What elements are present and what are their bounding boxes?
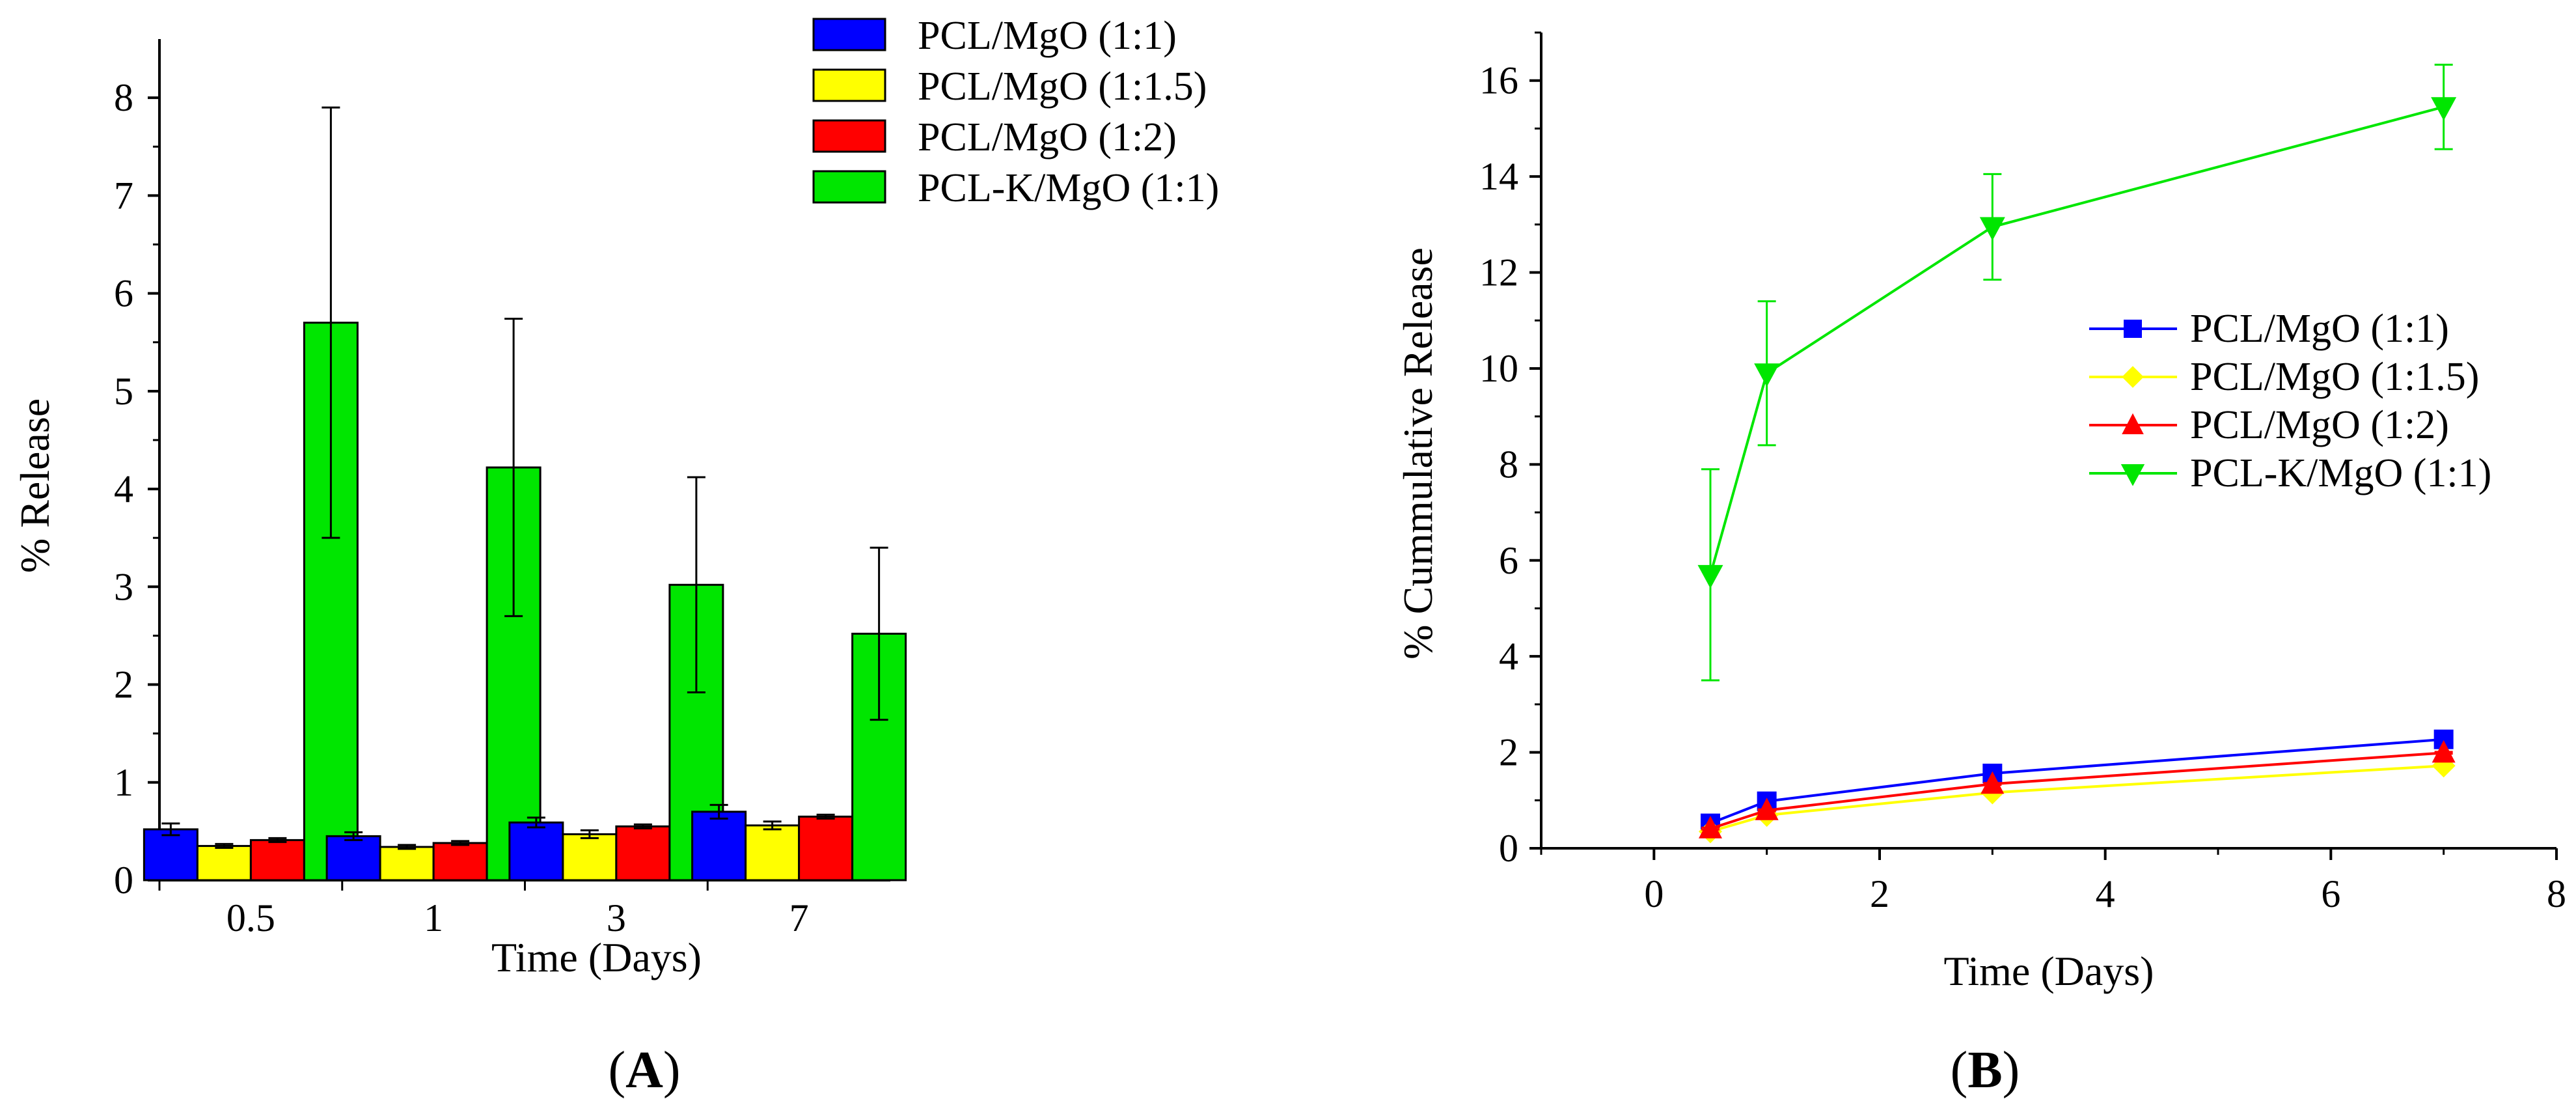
x-tick-label: 2 xyxy=(1870,872,1889,915)
panel-label-letter: A xyxy=(625,1042,663,1099)
panel-label-open-paren: ( xyxy=(1951,1042,1968,1099)
panel-label-open-paren: ( xyxy=(608,1042,625,1099)
legend-label: PCL/MgO (1:1.5) xyxy=(2190,355,2479,399)
x-tick-label: 6 xyxy=(2321,872,2340,915)
y-axis-title: % Release xyxy=(12,398,58,573)
y-tick-label: 3 xyxy=(114,565,133,608)
series-line xyxy=(1709,105,2445,576)
marker-triangle-down xyxy=(1754,363,1780,387)
y-tick-label: 1 xyxy=(114,761,133,804)
legend-swatch xyxy=(812,18,886,51)
y-tick-label: 12 xyxy=(1479,251,1518,294)
x-tick-label: 7 xyxy=(789,896,809,939)
y-tick-label: 8 xyxy=(1499,443,1518,486)
y-tick-label: 2 xyxy=(114,663,133,706)
y-tick-label: 6 xyxy=(114,272,133,315)
legend-label: PCL/MgO (1:1.5) xyxy=(918,64,1207,109)
bar xyxy=(249,839,305,881)
marker-square xyxy=(2124,320,2142,338)
panel-label-close-paren: ) xyxy=(2003,1042,2020,1099)
marker-triangle-down xyxy=(1979,217,2005,241)
y-tick-label: 14 xyxy=(1479,155,1518,198)
series-line xyxy=(1710,751,2444,830)
y-tick-label: 4 xyxy=(114,467,133,510)
legend-swatch xyxy=(812,170,886,204)
series-line xyxy=(1710,738,2444,825)
marker-diamond xyxy=(2122,366,2144,388)
y-tick-label: 7 xyxy=(114,174,133,217)
legend-label: PCL-K/MgO (1:1) xyxy=(918,166,1219,210)
panel-label-letter: B xyxy=(1967,1042,2002,1099)
legend-label: PCL/MgO (1:1) xyxy=(2190,307,2449,351)
bar xyxy=(615,825,671,881)
marker-triangle-up xyxy=(1699,816,1722,839)
bar xyxy=(745,824,801,881)
bar xyxy=(196,844,252,881)
bar xyxy=(798,815,854,881)
panel-label: (B) xyxy=(1951,1042,2020,1099)
y-tick-label: 0 xyxy=(114,859,133,902)
y-tick-label: 0 xyxy=(1499,827,1518,870)
bar xyxy=(691,811,747,881)
marker-triangle-down xyxy=(2120,464,2145,486)
legend-swatch xyxy=(812,119,886,153)
series-line xyxy=(1710,764,2444,833)
panel-label: (A) xyxy=(608,1042,680,1099)
x-tick-label: 8 xyxy=(2547,872,2566,915)
legend-label: PCL/MgO (1:1) xyxy=(918,14,1177,58)
legend-swatch xyxy=(812,68,886,102)
y-tick-label: 8 xyxy=(114,76,133,119)
x-tick-label: 1 xyxy=(424,896,443,939)
y-tick-label: 2 xyxy=(1499,731,1518,774)
y-tick-label: 6 xyxy=(1499,539,1518,582)
panel-a: 0 1 2 3 4 5 6 7 8 0.5 1 3 7 Time (Days) % Release PCL/M… xyxy=(12,14,1219,1099)
marker-triangle-up xyxy=(2432,740,2456,763)
x-tick-label: 3 xyxy=(607,896,626,939)
bar xyxy=(379,846,435,881)
bar xyxy=(325,835,381,881)
x-tick-label: 4 xyxy=(2096,872,2115,915)
bar xyxy=(143,828,199,881)
panel-b: 0 2 4 6 8 10 12 14 16 0 2 4 6 8 Time (Days) % Cummulati… xyxy=(1395,31,2566,1099)
y-tick-label: 5 xyxy=(114,370,133,413)
x-axis-title: Time (Days) xyxy=(1944,948,2154,994)
marker-triangle-up xyxy=(2122,413,2144,434)
bar xyxy=(508,821,564,881)
marker-triangle-down xyxy=(2431,97,2457,121)
panel-label-close-paren: ) xyxy=(663,1042,681,1099)
y-axis-title: % Cummulative Release xyxy=(1395,247,1441,659)
marker-triangle-down xyxy=(1697,564,1723,589)
legend-label: PCL/MgO (1:2) xyxy=(918,115,1177,160)
bar xyxy=(562,833,618,881)
x-axis-title: Time (Days) xyxy=(491,934,702,980)
y-tick-label: 16 xyxy=(1479,59,1518,102)
y-tick-label: 10 xyxy=(1479,347,1518,390)
bar xyxy=(432,842,488,881)
marker-triangle-up xyxy=(1755,798,1779,820)
x-tick-label: 0 xyxy=(1644,872,1664,915)
legend-label: PCL-K/MgO (1:1) xyxy=(2190,451,2491,495)
x-tick-label: 0.5 xyxy=(226,896,275,939)
legend-label: PCL/MgO (1:2) xyxy=(2190,403,2449,447)
marker-triangle-up xyxy=(1980,771,2005,794)
y-tick-label: 4 xyxy=(1499,635,1518,678)
